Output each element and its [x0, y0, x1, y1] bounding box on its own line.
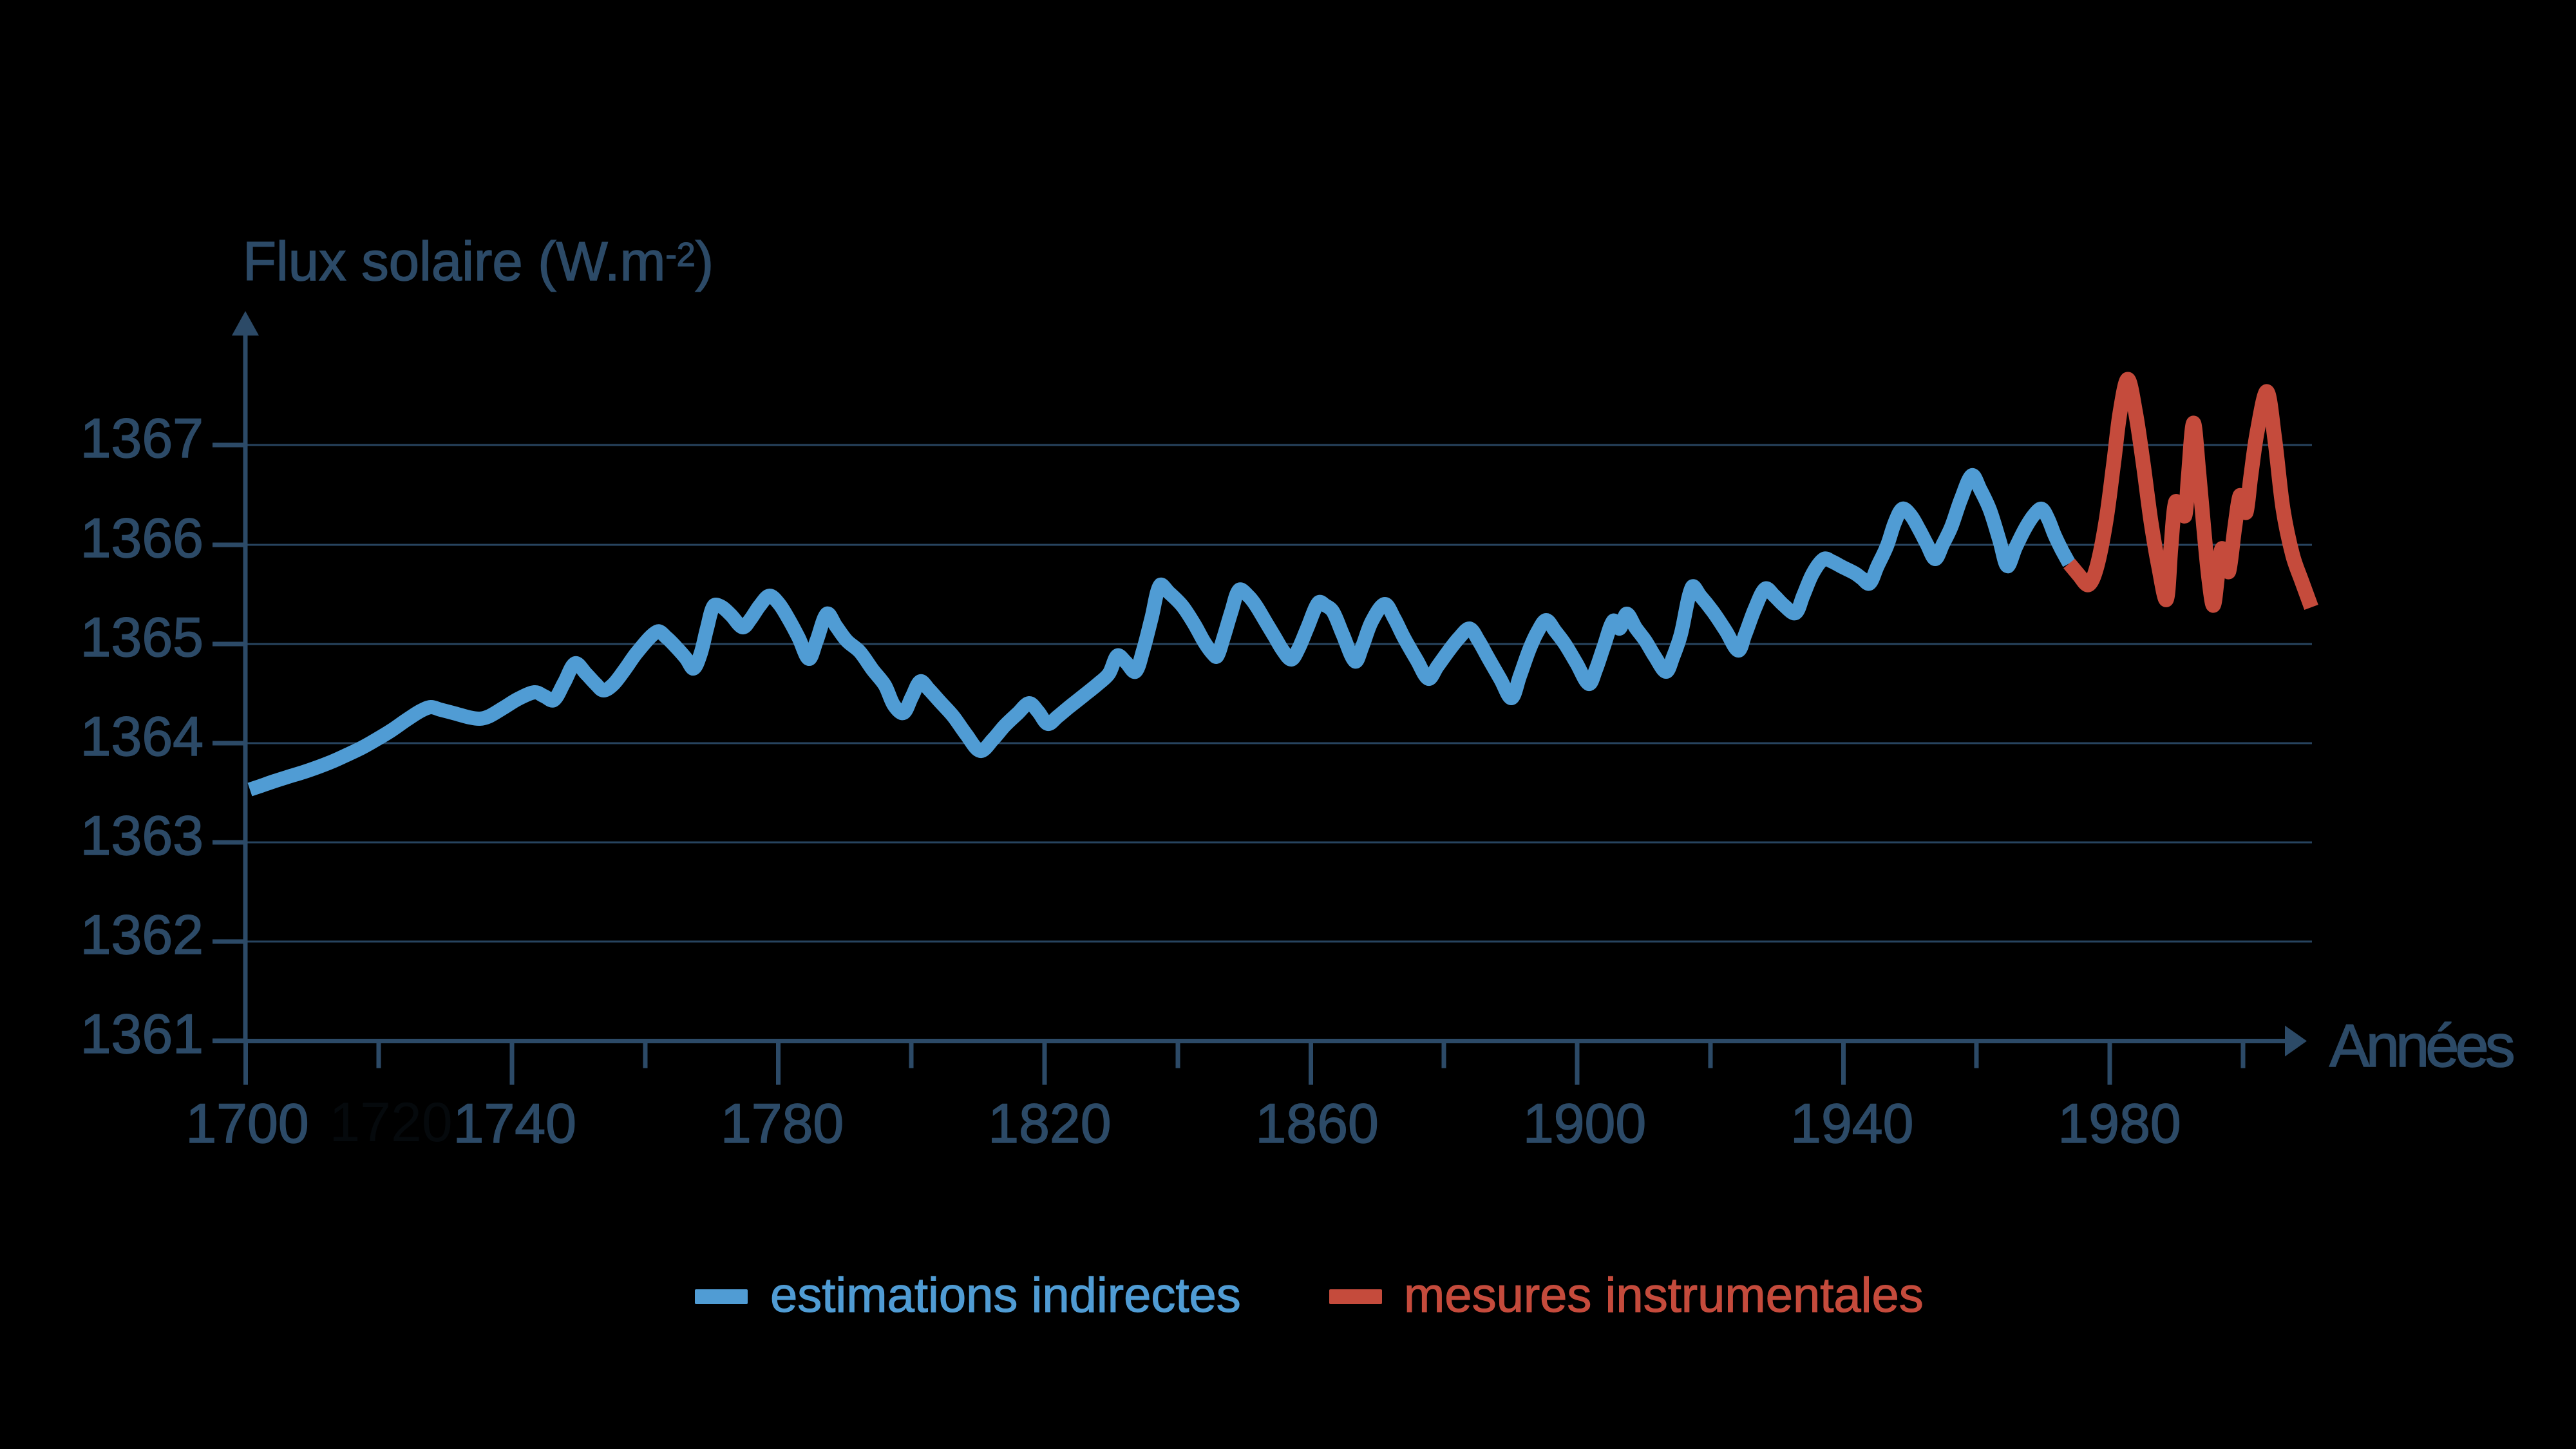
svg-text:1900: 1900	[1523, 1093, 1646, 1155]
svg-text:Flux solaire (W.m-2): Flux solaire (W.m-2)	[243, 231, 714, 292]
svg-text:1820: 1820	[988, 1093, 1111, 1155]
svg-text:mesures instrumentales: mesures instrumentales	[1404, 1268, 1924, 1323]
svg-text:1780: 1780	[721, 1093, 844, 1155]
svg-text:1366: 1366	[80, 507, 204, 569]
svg-text:1940: 1940	[1790, 1093, 1913, 1155]
svg-text:1740: 1740	[453, 1093, 576, 1155]
svg-text:1720: 1720	[329, 1092, 452, 1153]
svg-text:1860: 1860	[1256, 1093, 1379, 1155]
svg-text:1361: 1361	[80, 1003, 204, 1065]
svg-text:1980: 1980	[2058, 1093, 2181, 1155]
svg-text:1367: 1367	[80, 408, 204, 469]
svg-text:1364: 1364	[80, 706, 204, 768]
svg-text:1363: 1363	[80, 805, 204, 867]
svg-text:estimations indirectes: estimations indirectes	[770, 1268, 1241, 1323]
svg-text:1700: 1700	[185, 1093, 308, 1155]
svg-text:1362: 1362	[80, 904, 204, 966]
svg-text:1365: 1365	[80, 607, 204, 668]
svg-text:Années: Années	[2329, 1012, 2514, 1079]
